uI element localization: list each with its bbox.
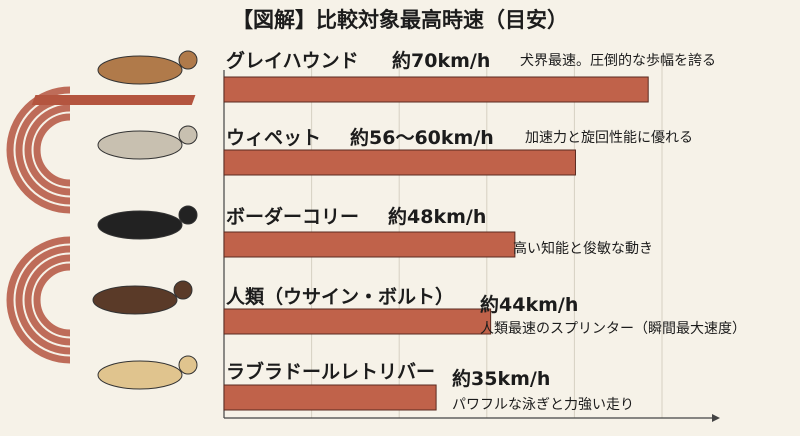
note-label: パワフルな泳ぎと力強い走り	[452, 397, 634, 413]
note-label: 人類最速のスプリンター（瞬間最大速度）	[480, 321, 746, 337]
note-label: 高い知能と俊敏な動き	[513, 241, 653, 257]
category-label: 人類（ウサイン・ボルト）	[226, 286, 455, 308]
track-lane	[33, 113, 71, 187]
track-lane	[24, 254, 71, 346]
x-axis-arrow	[712, 414, 720, 422]
animal-head-1	[178, 125, 198, 145]
animal-illustration-2	[97, 210, 183, 240]
note-label: 犬界最速。圧倒的な歩幅を誇る	[520, 53, 716, 69]
speed-label: 約48km/h	[388, 206, 487, 228]
animal-illustration-4	[97, 360, 183, 390]
category-label: ウィペット	[226, 127, 322, 149]
track-lane	[24, 104, 71, 196]
category-label: ボーダーコリー	[226, 206, 360, 228]
note-label: 加速力と旋回性能に優れる	[525, 130, 693, 146]
category-label: グレイハウンド	[226, 50, 359, 72]
track-lane	[6, 236, 71, 364]
bar-2	[223, 231, 516, 258]
track-lane	[33, 263, 71, 337]
animal-illustration-1	[97, 130, 183, 160]
track-strip	[31, 95, 196, 105]
animal-head-2	[178, 205, 198, 225]
speed-label: 約35km/h	[452, 368, 551, 390]
animal-head-0	[178, 50, 198, 70]
speed-label: 約56〜60km/h	[350, 127, 494, 149]
track-lane	[15, 245, 71, 355]
bar-0	[223, 76, 649, 103]
chart-title: 【図解】比較対象最高時速（目安）	[232, 8, 568, 32]
category-label: ラブラドールレトリバー	[226, 361, 436, 383]
bar-1	[223, 149, 576, 176]
animal-head-4	[178, 355, 198, 375]
bar-4	[223, 384, 437, 411]
bar-3	[223, 308, 492, 335]
animal-illustration-3	[92, 285, 178, 315]
speed-label: 約70km/h	[392, 50, 491, 72]
animal-illustration-0	[97, 55, 183, 85]
animal-head-3	[173, 280, 193, 300]
speed-label: 約44km/h	[480, 294, 579, 316]
